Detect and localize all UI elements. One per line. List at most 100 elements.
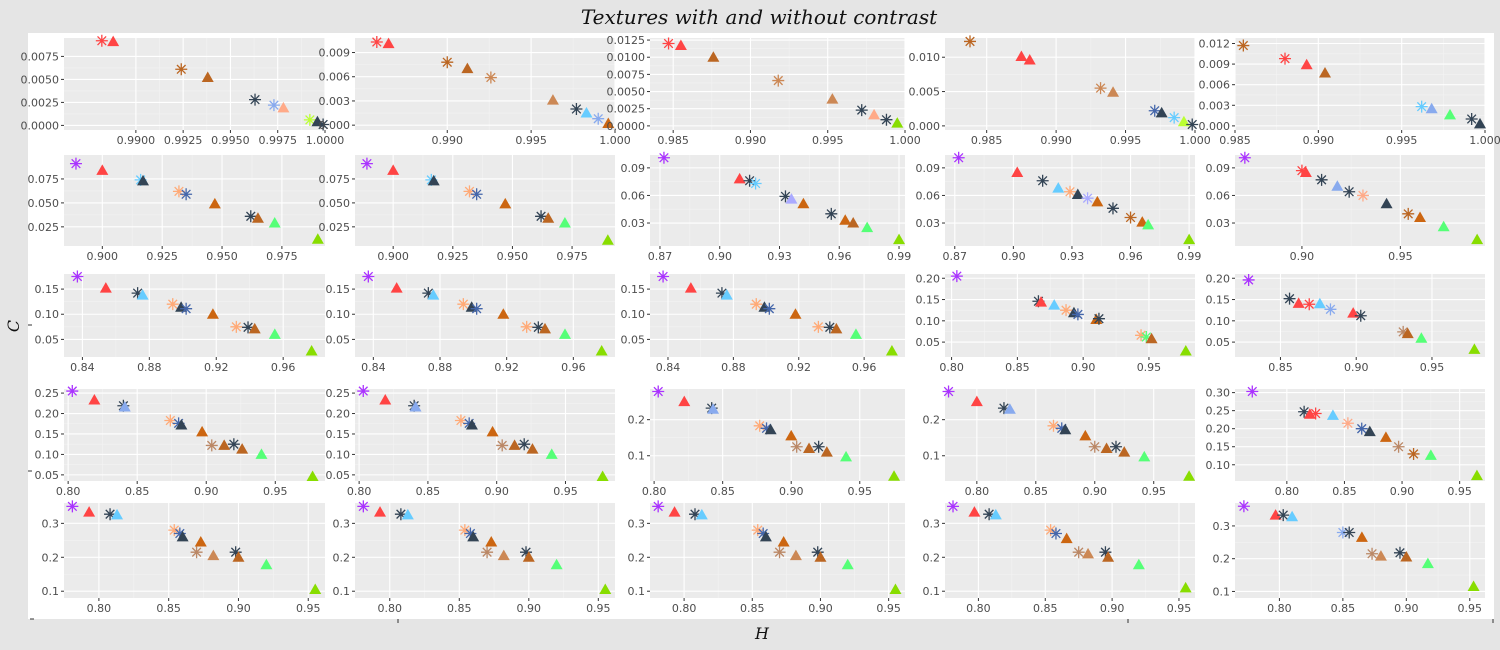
y-tick-label: 0.20: [1206, 272, 1231, 285]
data-point-triangle: [720, 289, 733, 300]
data-point-star: [484, 71, 497, 84]
data-point-star: [1168, 111, 1181, 124]
y-tick-label: 0.0000: [21, 119, 60, 132]
data-point-triangle: [382, 37, 395, 49]
y-tick-label: 0.20: [1206, 423, 1231, 436]
data-point-star: [662, 37, 675, 50]
data-point-star: [1303, 298, 1316, 311]
data-point-triangle: [580, 107, 593, 118]
y-axis-label: C: [4, 320, 23, 332]
data-point-star: [244, 210, 257, 223]
plot-background: [650, 389, 905, 481]
x-tick-label: 0.96: [271, 361, 296, 374]
data-point-triangle: [1313, 297, 1326, 309]
data-point-star: [164, 414, 177, 427]
y-tick-label: 0.3: [923, 517, 941, 530]
data-point-triangle: [1299, 166, 1312, 177]
data-point-triangle: [1079, 429, 1092, 441]
facet-panel: 0.80 0.85 0.90 0.95 0.1 0.2 0.3: [333, 500, 615, 615]
data-point-star: [457, 298, 470, 311]
x-tick-label: 0.995: [812, 134, 844, 147]
data-point-triangle: [1292, 297, 1305, 308]
data-point-star: [394, 508, 407, 521]
data-point-triangle: [175, 418, 188, 430]
data-point-star: [464, 527, 477, 540]
data-point-star: [249, 93, 262, 106]
y-tick-label: 0.15: [35, 428, 60, 441]
data-point-star: [520, 546, 533, 559]
y-tick-label: 0.025: [28, 221, 60, 234]
data-point-star: [964, 35, 976, 48]
data-point-star: [757, 527, 770, 540]
plot-background: [64, 38, 325, 130]
x-tick-label: 0.990: [735, 134, 767, 147]
x-tick-label: 0.95: [263, 485, 288, 498]
data-point-star: [1099, 546, 1112, 559]
data-point-star: [496, 439, 509, 452]
data-point-triangle: [461, 62, 474, 74]
y-tick-label: 0.06: [916, 189, 941, 202]
data-point-triangle: [497, 549, 510, 561]
data-point-star: [790, 440, 803, 453]
y-tick-label: 0.10: [1206, 459, 1231, 472]
x-tick-label: 0.85: [1268, 361, 1293, 374]
data-point-triangle: [508, 439, 521, 450]
y-tick-label: 0.006: [1199, 79, 1231, 92]
y-tick-label: 0.003: [1199, 99, 1231, 112]
data-point-triangle: [1177, 115, 1190, 127]
data-point-triangle: [1425, 102, 1438, 114]
facet-panel: 0.80 0.85 0.90 0.95 0.1 0.2: [923, 385, 1196, 498]
data-point-star: [532, 321, 545, 334]
facet-panel: 0.80 0.85 0.90 0.95 0.1 0.2 0.3: [923, 500, 1195, 615]
data-point-star: [743, 174, 756, 187]
y-tick-label: 0.30: [1206, 387, 1231, 400]
data-point-triangle: [83, 506, 96, 517]
y-tick-label: 0.2: [333, 551, 351, 564]
x-tick-label: 0.85: [1331, 602, 1356, 615]
y-tick-label: 0.1: [1213, 585, 1231, 598]
data-point-triangle: [797, 197, 810, 209]
data-point-triangle: [764, 423, 777, 435]
y-tick-label: 0.15: [326, 283, 351, 296]
facet-panel: 0.80 0.85 0.90 0.95 0.05 0.10 0.15 0.20: [916, 270, 1195, 374]
data-point-triangle: [522, 551, 535, 562]
data-point-star: [772, 74, 785, 87]
y-tick-label: 0.06: [621, 189, 646, 202]
data-point-star: [357, 500, 370, 513]
y-tick-label: 0.005: [909, 86, 941, 99]
data-point-triangle: [989, 508, 1002, 520]
data-point-triangle: [255, 448, 268, 459]
data-point-triangle: [1374, 550, 1387, 561]
data-point-triangle: [206, 308, 219, 319]
x-tick-label: 0.99: [887, 250, 912, 263]
y-tick-label: 0.05: [326, 469, 351, 482]
data-point-triangle: [218, 439, 231, 450]
y-tick-label: 0.05: [1206, 336, 1231, 349]
data-point-triangle: [785, 193, 798, 204]
x-tick-label: 0.90: [1071, 361, 1096, 374]
data-point-star: [180, 188, 193, 201]
data-point-triangle: [176, 530, 189, 542]
data-point-triangle: [1363, 425, 1376, 437]
data-point-triangle: [545, 448, 558, 459]
facet-panel: 0.80 0.85 0.90 0.95 0.1 0.2 0.3: [628, 500, 905, 615]
data-point-star: [1246, 385, 1259, 398]
x-tick-label: 0.99: [1177, 250, 1202, 263]
data-point-triangle: [201, 71, 214, 83]
data-point-triangle: [401, 508, 414, 520]
data-point-star: [763, 302, 776, 315]
data-point-triangle: [826, 93, 839, 104]
data-point-star: [750, 298, 763, 311]
data-point-star: [811, 546, 824, 559]
y-tick-label: 0.1: [628, 450, 646, 463]
x-tick-label: 0.95: [1388, 250, 1413, 263]
data-point-triangle: [99, 282, 112, 293]
y-tick-label: 0.03: [621, 217, 646, 230]
y-tick-label: 0.2: [42, 551, 60, 564]
y-tick-label: 0.075: [28, 173, 60, 186]
x-tick-label: 0.90: [1394, 602, 1419, 615]
facet-panel: 0.87 0.90 0.93 0.96 0.99 0.03 0.06 0.09: [916, 151, 1202, 263]
data-point-star: [454, 414, 467, 427]
facet-panel: 0.985 0.990 0.995 1.000 0.000 0.003 0.006 0.009…: [1199, 37, 1500, 147]
data-point-triangle: [602, 117, 615, 129]
